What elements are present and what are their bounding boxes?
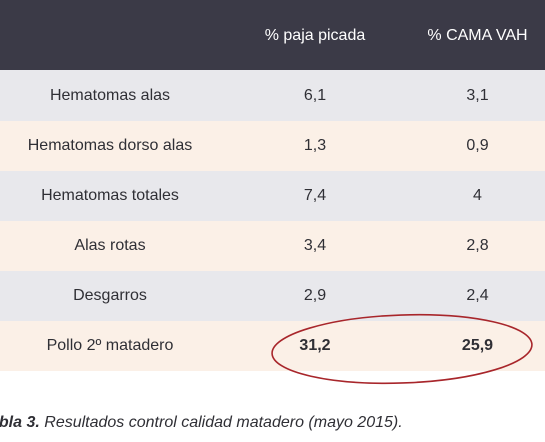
header-cell-cama-vah: % CAMA VAH	[427, 27, 528, 44]
row-label: Hematomas alas	[49, 86, 171, 104]
cell-cama-vah: 0,9	[466, 137, 489, 154]
table-row-highlighted: Pollo 2º matadero 31,2 25,9	[0, 321, 545, 371]
table-header-row: % paja picada % CAMA VAH	[0, 0, 545, 70]
table-caption: abla 3. Resultados control calidad matad…	[0, 414, 545, 432]
caption-text: Resultados control calidad matadero (may…	[39, 414, 403, 431]
table-row: Alas rotas 3,4 2,8	[0, 221, 545, 271]
header-cell-paja-picada: % paja picada	[264, 27, 366, 44]
table-row: Hematomas dorso alas 1,3 0,9	[0, 121, 545, 171]
table-row: Desgarros 2,9 2,4	[0, 271, 545, 321]
cell-cama-vah: 2,8	[466, 237, 489, 254]
cell-cama-vah: 25,9	[461, 337, 494, 354]
cell-paja-picada: 31,2	[299, 337, 331, 354]
cell-paja-picada: 2,9	[303, 287, 327, 304]
cell-paja-picada: 1,3	[303, 137, 327, 154]
cell-paja-picada: 6,1	[303, 86, 327, 104]
row-label: Pollo 2º matadero	[46, 337, 174, 354]
row-label: Hematomas totales	[41, 187, 179, 204]
row-label: Alas rotas	[74, 237, 146, 254]
results-table: % paja picada % CAMA VAH Hematomas alas …	[0, 0, 545, 371]
row-label: Hematomas dorso alas	[27, 137, 193, 154]
caption-label: abla 3.	[0, 414, 40, 431]
cell-cama-vah: 3,1	[466, 86, 489, 104]
table-row: Hematomas alas 6,1 3,1	[0, 70, 545, 121]
cell-paja-picada: 7,4	[303, 187, 327, 204]
row-label: Desgarros	[73, 287, 147, 304]
cell-cama-vah: 4	[473, 187, 482, 204]
table-row: Hematomas totales 7,4 4	[0, 171, 545, 221]
cell-cama-vah: 2,4	[466, 287, 489, 304]
cell-paja-picada: 3,4	[303, 237, 327, 254]
